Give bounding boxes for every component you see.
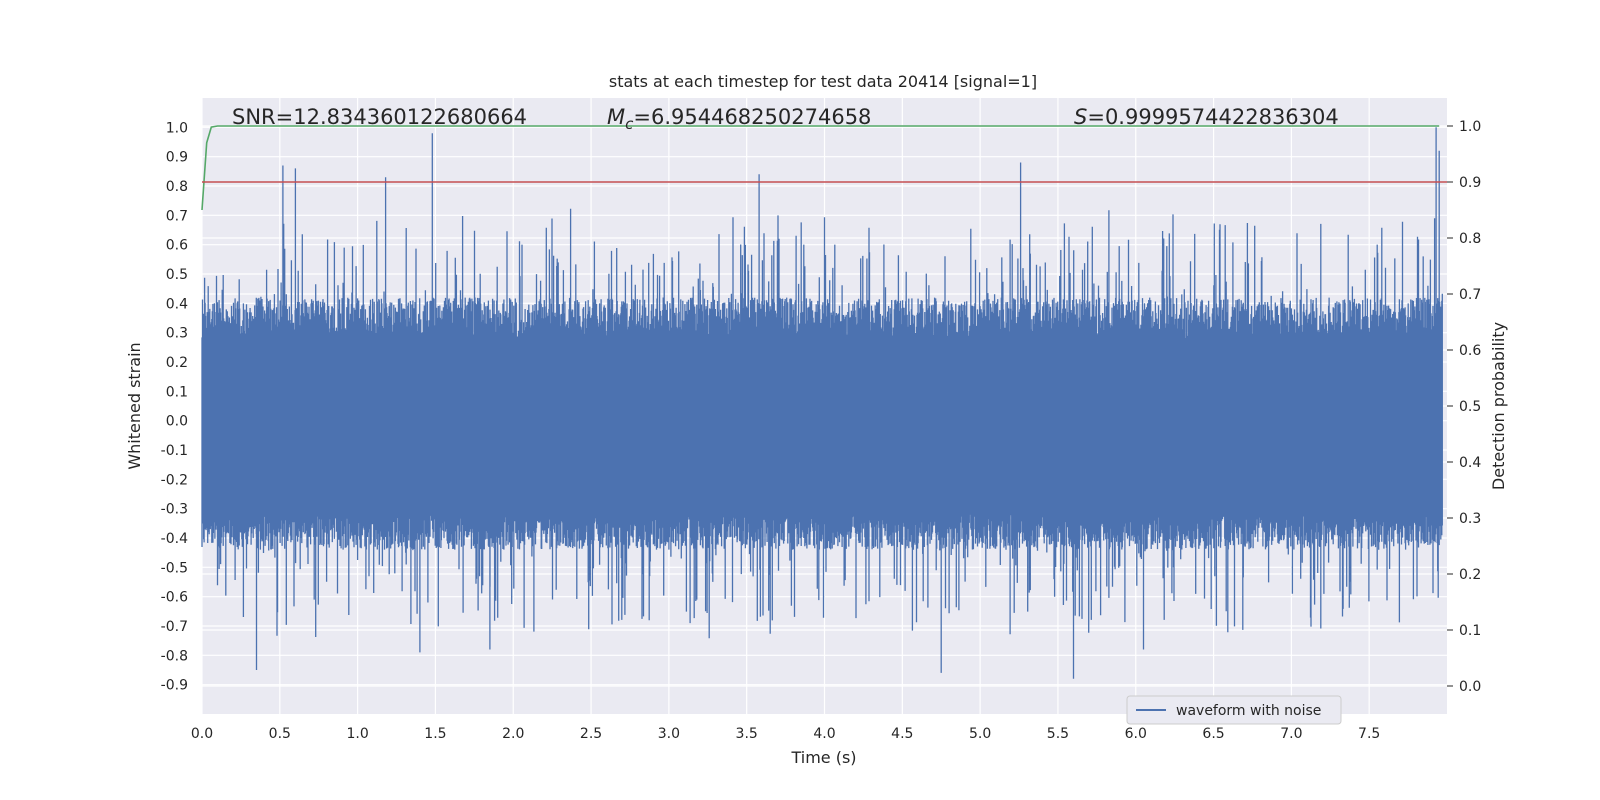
y2-tick-label: 0.2 [1459,567,1481,583]
y-tick-label: 0.3 [166,326,188,342]
x-tick-label: 2.5 [580,726,602,742]
y-tick-label: 0.6 [166,238,188,254]
x-tick-label: 7.5 [1358,726,1380,742]
y-tick-label: -0.4 [161,531,188,547]
chart-title: stats at each timestep for test data 204… [609,72,1037,91]
x-tick-label: 1.0 [346,726,368,742]
s-symbol: S [1074,105,1087,129]
x-tick-label: 7.0 [1280,726,1302,742]
y-tick-label: 0.1 [166,384,188,400]
y2-axis-ticks: 1.0 0.9 0.8 0.7 0.6 0.5 0.4 0.3 0.2 0.1 0.0 [1447,119,1481,695]
y2-tick-label: 0.4 [1459,455,1481,471]
y2-tick-label: 0.9 [1459,175,1481,191]
x-tick-label: 2.0 [502,726,524,742]
x-tick-label: 3.5 [736,726,758,742]
y2-tick-label: 0.6 [1459,343,1481,359]
y2-tick-label: 0.5 [1459,399,1481,415]
waveform-line [201,127,1443,679]
y-tick-label: 0.2 [166,355,188,371]
x-tick-label: 3.0 [658,726,680,742]
y2-tick-label: 1.0 [1459,119,1481,135]
legend-box [1126,695,1342,725]
y2-axis-label: Detection probability [1489,322,1508,490]
x-axis-label: Time (s) [790,748,856,767]
y-tick-label: -0.5 [161,560,188,576]
y-tick-label: 0.9 [166,150,188,166]
y-tick-label: 0.0 [166,414,188,430]
probability-series [201,125,1447,211]
y2-tick-label: 0.1 [1459,623,1481,639]
mc-symbol: M [607,105,625,129]
x-tick-label: 5.5 [1047,726,1069,742]
y-tick-label: 1.0 [166,120,188,136]
y-tick-label: 0.4 [166,296,188,312]
s-annotation: S=0.9999574422836304 [1074,105,1339,129]
x-tick-label: 6.0 [1125,726,1147,742]
y-tick-label: -0.7 [161,619,188,635]
x-tick-label: 1.5 [424,726,446,742]
x-tick-label: 0.5 [269,726,291,742]
s-value: =0.9999574422836304 [1087,105,1338,129]
mc-subscript: c [625,115,634,133]
y-tick-label: -0.1 [161,443,188,459]
mc-value: =6.954468250274658 [633,105,871,129]
y-axis-label: Whitened strain [125,342,144,469]
x-tick-label: 6.5 [1202,726,1224,742]
probability-line [201,125,1440,211]
x-tick-label: 4.0 [813,726,835,742]
x-tick-label: 5.0 [969,726,991,742]
y-tick-label: -0.8 [161,648,188,664]
y-tick-label: -0.9 [161,678,188,694]
y-tick-label: 0.8 [166,179,188,195]
y2-tick-label: 0.8 [1459,231,1481,247]
y2-tick-label: 0.3 [1459,511,1481,527]
y2-tick-label: 0.7 [1459,287,1481,303]
waveform-series [201,127,1443,679]
y-axis-ticks: 1.0 0.9 0.8 0.7 0.6 0.5 0.4 0.3 0.2 0.1 0.0 -0.1 -0.… [161,120,188,693]
x-tick-label: 4.5 [891,726,913,742]
y-tick-label: 0.7 [166,208,188,224]
y-tick-label: -0.2 [161,472,188,488]
chirp-mass-annotation: Mc=6.954468250274658 [607,105,871,133]
x-axis-ticks: 0.0 0.5 1.0 1.5 2.0 2.5 3.0 3.5 4.0 4.5 5.0 5.5 6.0 6… [191,726,1380,742]
y-tick-label: -0.3 [161,502,188,518]
legend: waveform with noise [1126,695,1342,725]
x-tick-label: 0.0 [191,726,213,742]
y-tick-label: 0.5 [166,267,188,283]
snr-annotation: SNR=12.834360122680664 [232,105,527,129]
legend-label-waveform: waveform with noise [1176,703,1321,719]
y-tick-label: -0.6 [161,590,188,606]
y2-tick-label: 0.0 [1459,679,1481,695]
